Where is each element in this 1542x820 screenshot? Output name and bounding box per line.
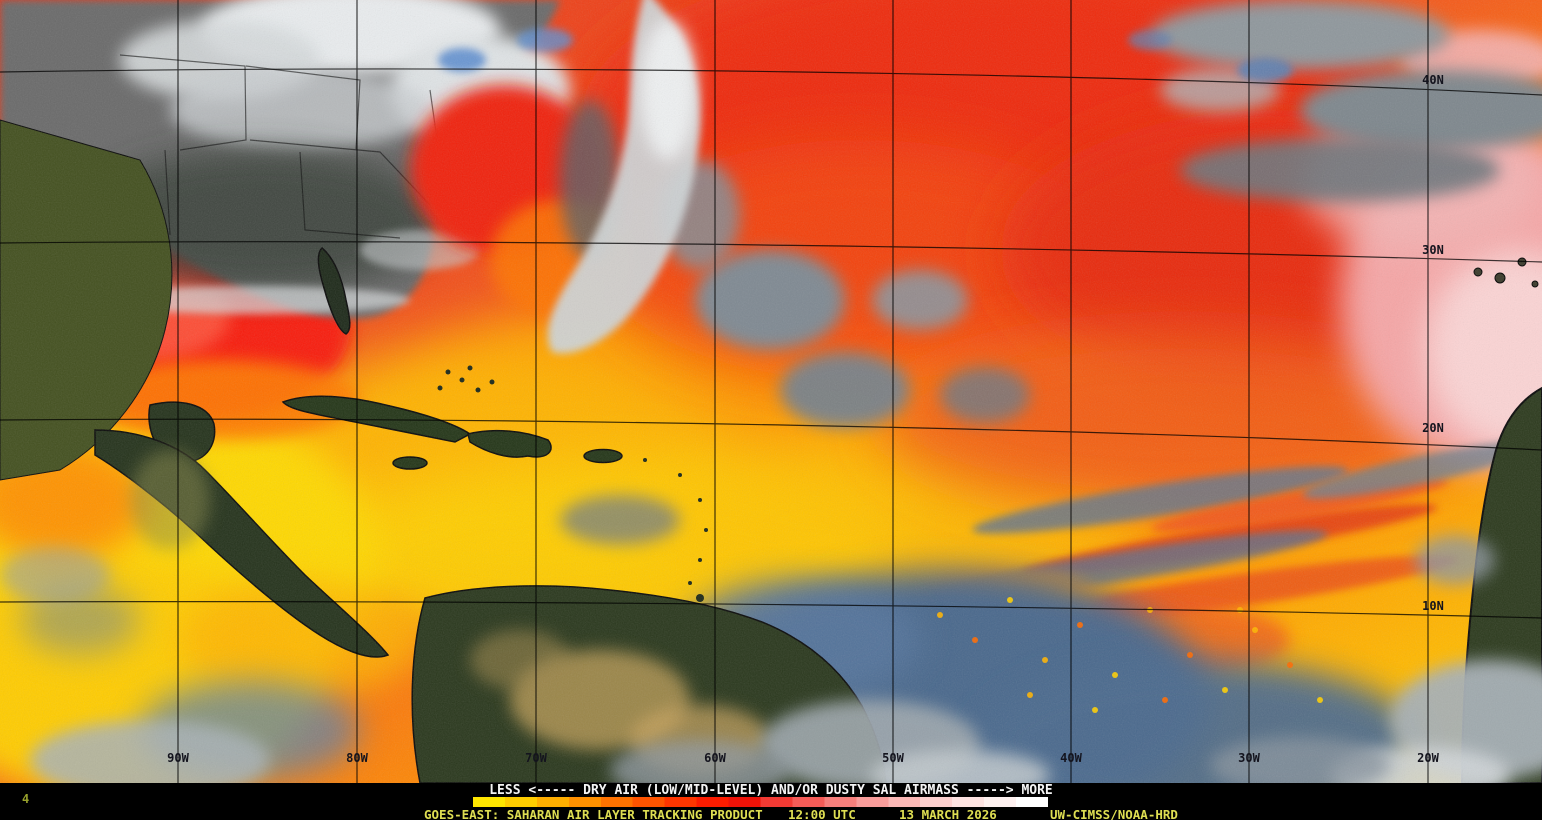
lon-label-80w: 80W <box>346 751 368 765</box>
parallel-30n <box>0 241 1542 263</box>
parallel-10n <box>0 601 1542 619</box>
satellite-imagery <box>0 0 1542 783</box>
product-info-line: GOES-EAST: SAHARAN AIR LAYER TRACKING PR… <box>0 807 1542 820</box>
lat-label-10n: 10N <box>1422 599 1444 613</box>
lon-label-20w: 20W <box>1417 751 1439 765</box>
parallel-20n <box>0 418 1542 451</box>
lon-label-60w: 60W <box>704 751 726 765</box>
lon-label-30w: 30W <box>1238 751 1260 765</box>
imagery-grain-texture <box>0 0 1542 783</box>
product-title: GOES-EAST: SAHARAN AIR LAYER TRACKING PR… <box>424 807 763 820</box>
product-date: 13 MARCH 2026 <box>899 807 997 820</box>
product-credit: UW-CIMSS/NOAA-HRD <box>1050 807 1178 820</box>
lon-label-90w: 90W <box>167 751 189 765</box>
lon-label-40w: 40W <box>1060 751 1082 765</box>
legend-caption: LESS <----- DRY AIR (LOW/MID-LEVEL) AND/… <box>489 783 1053 798</box>
lat-label-30n: 30N <box>1422 243 1444 257</box>
lat-label-20n: 20N <box>1422 421 1444 435</box>
latlon-grid <box>0 0 1542 783</box>
product-footer: LESS <----- DRY AIR (LOW/MID-LEVEL) AND/… <box>0 783 1542 820</box>
parallel-40n <box>0 68 1542 96</box>
lon-label-70w: 70W <box>525 751 547 765</box>
satellite-map: 40N 30N 20N 10N 90W 80W 70W 60W 50W 40W … <box>0 0 1542 783</box>
legend-gradient-bar <box>473 796 1048 807</box>
lon-label-50w: 50W <box>882 751 904 765</box>
product-time: 12:00 UTC <box>788 807 856 820</box>
lat-label-40n: 40N <box>1422 73 1444 87</box>
frame-number: 4 <box>22 792 30 806</box>
